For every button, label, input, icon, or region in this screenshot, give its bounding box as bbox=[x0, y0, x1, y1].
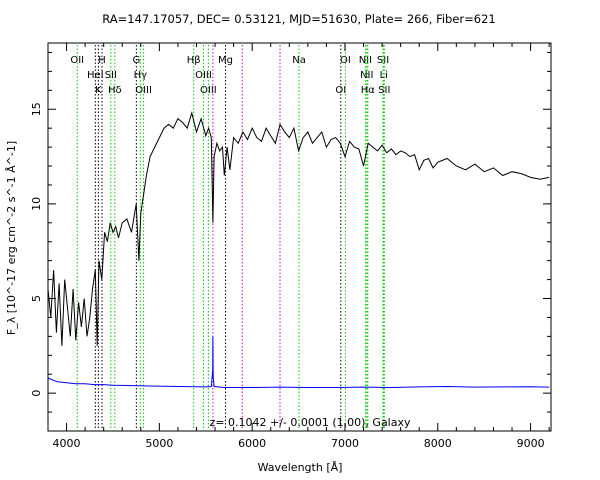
x-tick-label-9000: 9000 bbox=[517, 437, 545, 450]
line-label-17: OI bbox=[335, 85, 346, 96]
line-label-13: Mg bbox=[218, 55, 233, 66]
series-error-line bbox=[47, 336, 550, 389]
line-label-8: OIII bbox=[135, 85, 152, 96]
series-flux-line bbox=[47, 111, 550, 346]
line-label-16: Na bbox=[292, 55, 306, 66]
x-tick-label-6000: 6000 bbox=[238, 437, 266, 450]
line-label-11: OIII bbox=[200, 85, 217, 96]
line-label-9: Hβ bbox=[187, 55, 201, 66]
y-axis-label: F_λ [10^-17 erg cm^-2 s^-1 Å^-1] bbox=[5, 141, 18, 335]
x-tick-label-8000: 8000 bbox=[424, 437, 452, 450]
axes-layer: 4000 5000 6000 7000 8000 9000 0 5 10 15 bbox=[30, 43, 551, 450]
line-label-24: SII bbox=[378, 85, 390, 96]
line-label-1: HeI bbox=[87, 70, 104, 81]
line-label-23: Li bbox=[380, 70, 388, 81]
line-label-22: SII bbox=[377, 55, 389, 66]
line-label-19: NII bbox=[359, 55, 372, 66]
line-label-3: H bbox=[98, 55, 106, 66]
line-label-20: NII bbox=[360, 70, 373, 81]
y-tick-label-10: 10 bbox=[30, 197, 43, 211]
line-label-4: SII bbox=[105, 70, 117, 81]
y-tick-label-15: 15 bbox=[30, 102, 43, 116]
series-layer bbox=[47, 111, 550, 389]
line-label-10: OIII bbox=[195, 70, 212, 81]
line-label-21: Hα bbox=[361, 85, 376, 96]
line-label-5: Hδ bbox=[108, 85, 122, 96]
line-label-7: Hγ bbox=[134, 70, 148, 81]
x-axis-label: Wavelength [Å] bbox=[258, 461, 343, 474]
line-label-6: G bbox=[132, 55, 140, 66]
plot-frame bbox=[47, 42, 552, 432]
line-label-2: K bbox=[95, 85, 102, 96]
x-tick-label-5000: 5000 bbox=[145, 437, 173, 450]
y-tick-label-5: 5 bbox=[30, 295, 43, 302]
line-label-0: OII bbox=[70, 55, 84, 66]
redshift-annotation: z= 0.1042 +/- 0.0001 (1.00), Galaxy bbox=[210, 416, 411, 429]
x-tick-label-7000: 7000 bbox=[331, 437, 359, 450]
line-label-18: OI bbox=[340, 55, 351, 66]
x-tick-label-4000: 4000 bbox=[53, 437, 81, 450]
chart-title: RA=147.17057, DEC= 0.53121, MJD=51630, P… bbox=[102, 12, 496, 26]
y-tick-label-0: 0 bbox=[30, 390, 43, 397]
